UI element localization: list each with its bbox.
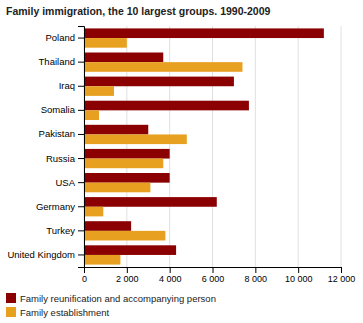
y-tick: Russia [46,153,84,164]
y-tick: Germany [36,201,84,212]
bar [84,53,163,63]
bar [84,231,165,241]
bar [84,125,148,135]
grid [84,26,341,267]
grid-line [255,26,256,267]
x-tick: 10 000 [285,267,313,284]
y-tick-mark [78,134,84,135]
bar [84,159,163,169]
bar [84,77,234,87]
x-tick-label: 4 000 [159,274,182,284]
bar [84,221,131,231]
x-tick: 4 000 [159,267,182,284]
y-tick-mark [78,62,84,63]
bar [84,245,176,255]
x-tick-label: 0 [82,274,87,284]
y-tick-mark [78,230,84,231]
x-tick-mark [213,267,214,273]
x-tick: 12 000 [328,267,356,284]
bar [84,207,103,217]
y-tick-mark [78,38,84,39]
y-tick: United Kingdom [7,249,84,260]
y-tick-label: Russia [46,153,76,164]
bar [84,149,170,159]
grid-line [298,26,299,267]
x-tick-mark [127,267,128,273]
x-tick-label: 2 000 [116,274,139,284]
bars [84,28,324,264]
bar [84,28,324,38]
bar [84,101,249,111]
x-tick-mark [255,267,256,273]
legend-swatch [6,307,16,317]
x-tick-mark [341,267,342,273]
y-tick-label: Iraq [59,80,75,91]
y-tick-mark [78,182,84,183]
y-tick-mark [78,158,84,159]
y-tick-label: United Kingdom [7,249,75,260]
x-tick: 2 000 [116,267,139,284]
bar [84,134,187,144]
y-tick: Iraq [59,80,84,91]
y-tick-label: Thailand [39,56,75,67]
legend-swatch [6,293,16,303]
title: Family immigration, the 10 largest group… [6,5,271,17]
x-tick-mark [170,267,171,273]
y-tick-mark [78,254,84,255]
legend-item: Family establishment [6,307,110,318]
y-axis-line [78,27,85,268]
y-tick-label: Turkey [46,225,75,236]
x-tick: 6 000 [202,267,225,284]
bar [84,183,150,193]
y-tick-label: Somalia [41,104,76,115]
x-tick: 8 000 [245,267,268,284]
y-tick-mark [78,206,84,207]
bar [84,38,127,48]
y-tick-label: Pakistan [39,128,75,139]
x-axis-line [85,268,342,274]
bar [84,110,99,120]
y-tick: Thailand [39,56,84,67]
plot: 0 2 000 4 000 6 000 8 000 10 000 12 000 Poland T… [7,26,355,284]
x-tick-label: 10 000 [285,274,313,284]
y-tick-label: Poland [45,32,75,43]
y-tick-mark [78,86,84,87]
x-tick-mark [298,267,299,273]
x-tick-label: 8 000 [245,274,268,284]
bar [84,197,217,207]
legend: Family reunification and accompanying pe… [6,293,216,318]
x-tick-label: 6 000 [202,274,225,284]
x-tick: 0 [82,267,87,284]
legend-label: Family reunification and accompanying pe… [20,293,216,304]
grid-line [341,26,342,267]
y-tick: Turkey [46,225,84,236]
y-tick: Poland [45,32,84,43]
y-tick: Pakistan [39,128,84,139]
bar [84,86,114,96]
y-axis: Poland Thailand Iraq Somalia Pakistan Russia U… [7,27,84,268]
y-tick: USA [55,177,84,188]
series [84,28,324,255]
y-tick-label: USA [55,177,75,188]
y-tick-label: Germany [36,201,75,212]
y-tick-mark [78,110,84,111]
legend-label: Family establishment [20,307,110,318]
chart: Family immigration, the 10 largest group… [0,0,363,323]
series [84,38,242,265]
x-axis: 0 2 000 4 000 6 000 8 000 10 000 12 000 [82,267,355,284]
bar [84,173,170,183]
legend-item: Family reunification and accompanying pe… [6,293,216,304]
bar [84,255,120,265]
y-tick: Somalia [41,104,84,115]
bar [84,62,242,72]
x-tick-label: 12 000 [328,274,356,284]
